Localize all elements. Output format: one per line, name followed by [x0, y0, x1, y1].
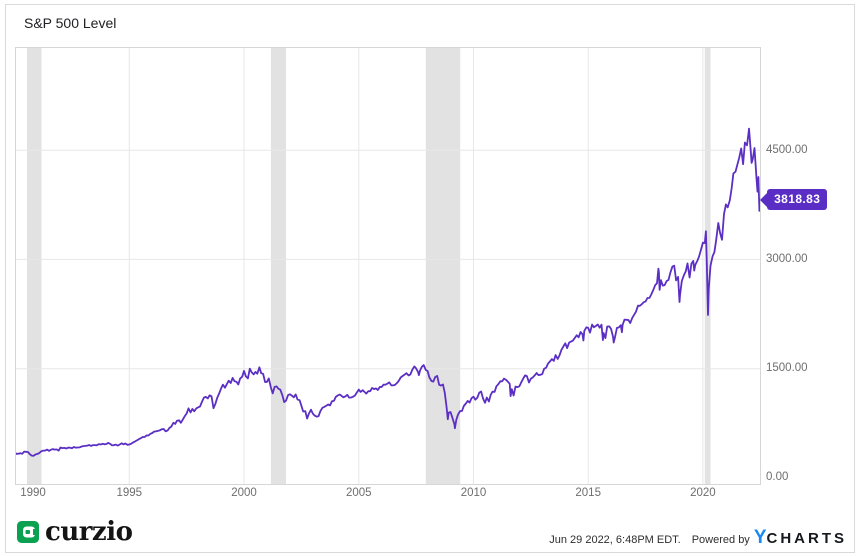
footer-timestamp: Jun 29 2022, 6:48PM EDT. [549, 534, 681, 546]
chart-attribution: Jun 29 2022, 6:48PM EDT. Powered by YCHA… [549, 527, 847, 549]
recession-band [425, 48, 461, 484]
x-axis-label: 1990 [20, 487, 46, 499]
last-value-badge: 3818.83 [760, 189, 828, 211]
badge-label: 3818.83 [767, 189, 828, 211]
chart-title: S&P 500 Level [24, 15, 117, 31]
x-axis-label: 2000 [231, 487, 257, 499]
recession-band [270, 48, 286, 484]
price-line [16, 127, 760, 457]
y-axis-label: 4500.00 [766, 143, 808, 156]
x-axis-label: 2005 [346, 487, 372, 499]
ycharts-logo: YCHARTS [754, 527, 847, 549]
curzio-logo: curzio [17, 517, 133, 547]
curzio-logo-icon [17, 521, 39, 543]
curzio-logo-text: curzio [45, 517, 133, 547]
recession-band [27, 48, 42, 484]
powered-by-label: Powered by [691, 534, 750, 546]
price-line-chart [16, 48, 760, 484]
x-axis-label: 2020 [690, 487, 716, 499]
x-axis-label: 2015 [575, 487, 601, 499]
y-axis-label: 0.00 [766, 471, 789, 484]
y-axis-label: 3000.00 [766, 252, 808, 265]
x-axis-label: 2010 [460, 487, 487, 499]
badge-arrow-icon [760, 192, 768, 207]
x-axis-label: 1995 [116, 487, 143, 499]
y-axis-label: 1500.00 [766, 362, 808, 375]
plot-area[interactable] [15, 47, 761, 485]
ycharts-wordmark: CHARTS [766, 530, 847, 547]
ycharts-y-mark: Y [753, 527, 767, 548]
